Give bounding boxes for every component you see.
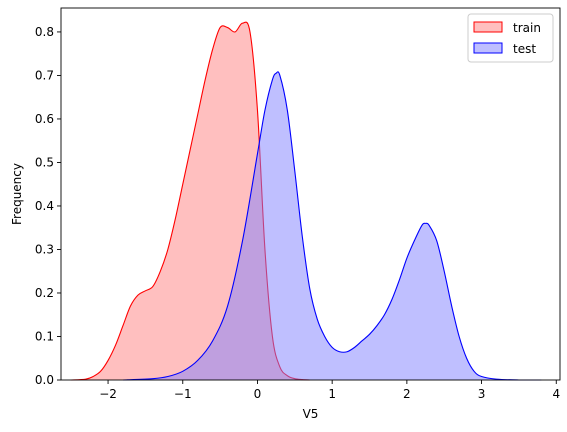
axes-frame	[60, 7, 561, 381]
x-tick-label: 2	[403, 387, 411, 401]
legend-swatch-train	[473, 21, 503, 33]
y-tick-label: 0.8	[35, 25, 54, 39]
y-axis-ticks: 0.0 0.1 0.2 0.3 0.4 0.5 0.6 0.7 0.8	[35, 25, 61, 387]
x-tick-label: 1	[328, 387, 336, 401]
legend-label-train: train	[513, 21, 541, 35]
series-test-area	[123, 71, 542, 380]
y-tick-label: 0.2	[35, 286, 54, 300]
x-tick-label: 3	[478, 387, 486, 401]
legend-swatch-test	[473, 42, 503, 54]
x-tick-label: −2	[99, 387, 117, 401]
x-tick-label: 0	[254, 387, 262, 401]
legend: train test	[467, 13, 554, 63]
y-tick-label: 0.4	[35, 199, 54, 213]
y-tick-label: 0.6	[35, 112, 54, 126]
y-tick-label: 0.1	[35, 329, 54, 343]
axes-border	[60, 7, 561, 381]
y-tick-label: 0.7	[35, 68, 54, 82]
y-tick-label: 0.5	[35, 155, 54, 169]
plot-area	[70, 21, 542, 381]
x-tick-label: −1	[174, 387, 192, 401]
y-tick-label: 0.3	[35, 242, 54, 256]
x-tick-label: 4	[552, 387, 560, 401]
x-axis-ticks: −2 −1 0 1 2 3 4	[99, 380, 560, 401]
x-axis-label: V5	[303, 407, 319, 421]
series-test-line	[122, 71, 542, 381]
legend-label-test: test	[513, 42, 536, 56]
y-tick-label: 0.0	[35, 373, 54, 387]
y-axis-label: Frequency	[10, 163, 24, 225]
